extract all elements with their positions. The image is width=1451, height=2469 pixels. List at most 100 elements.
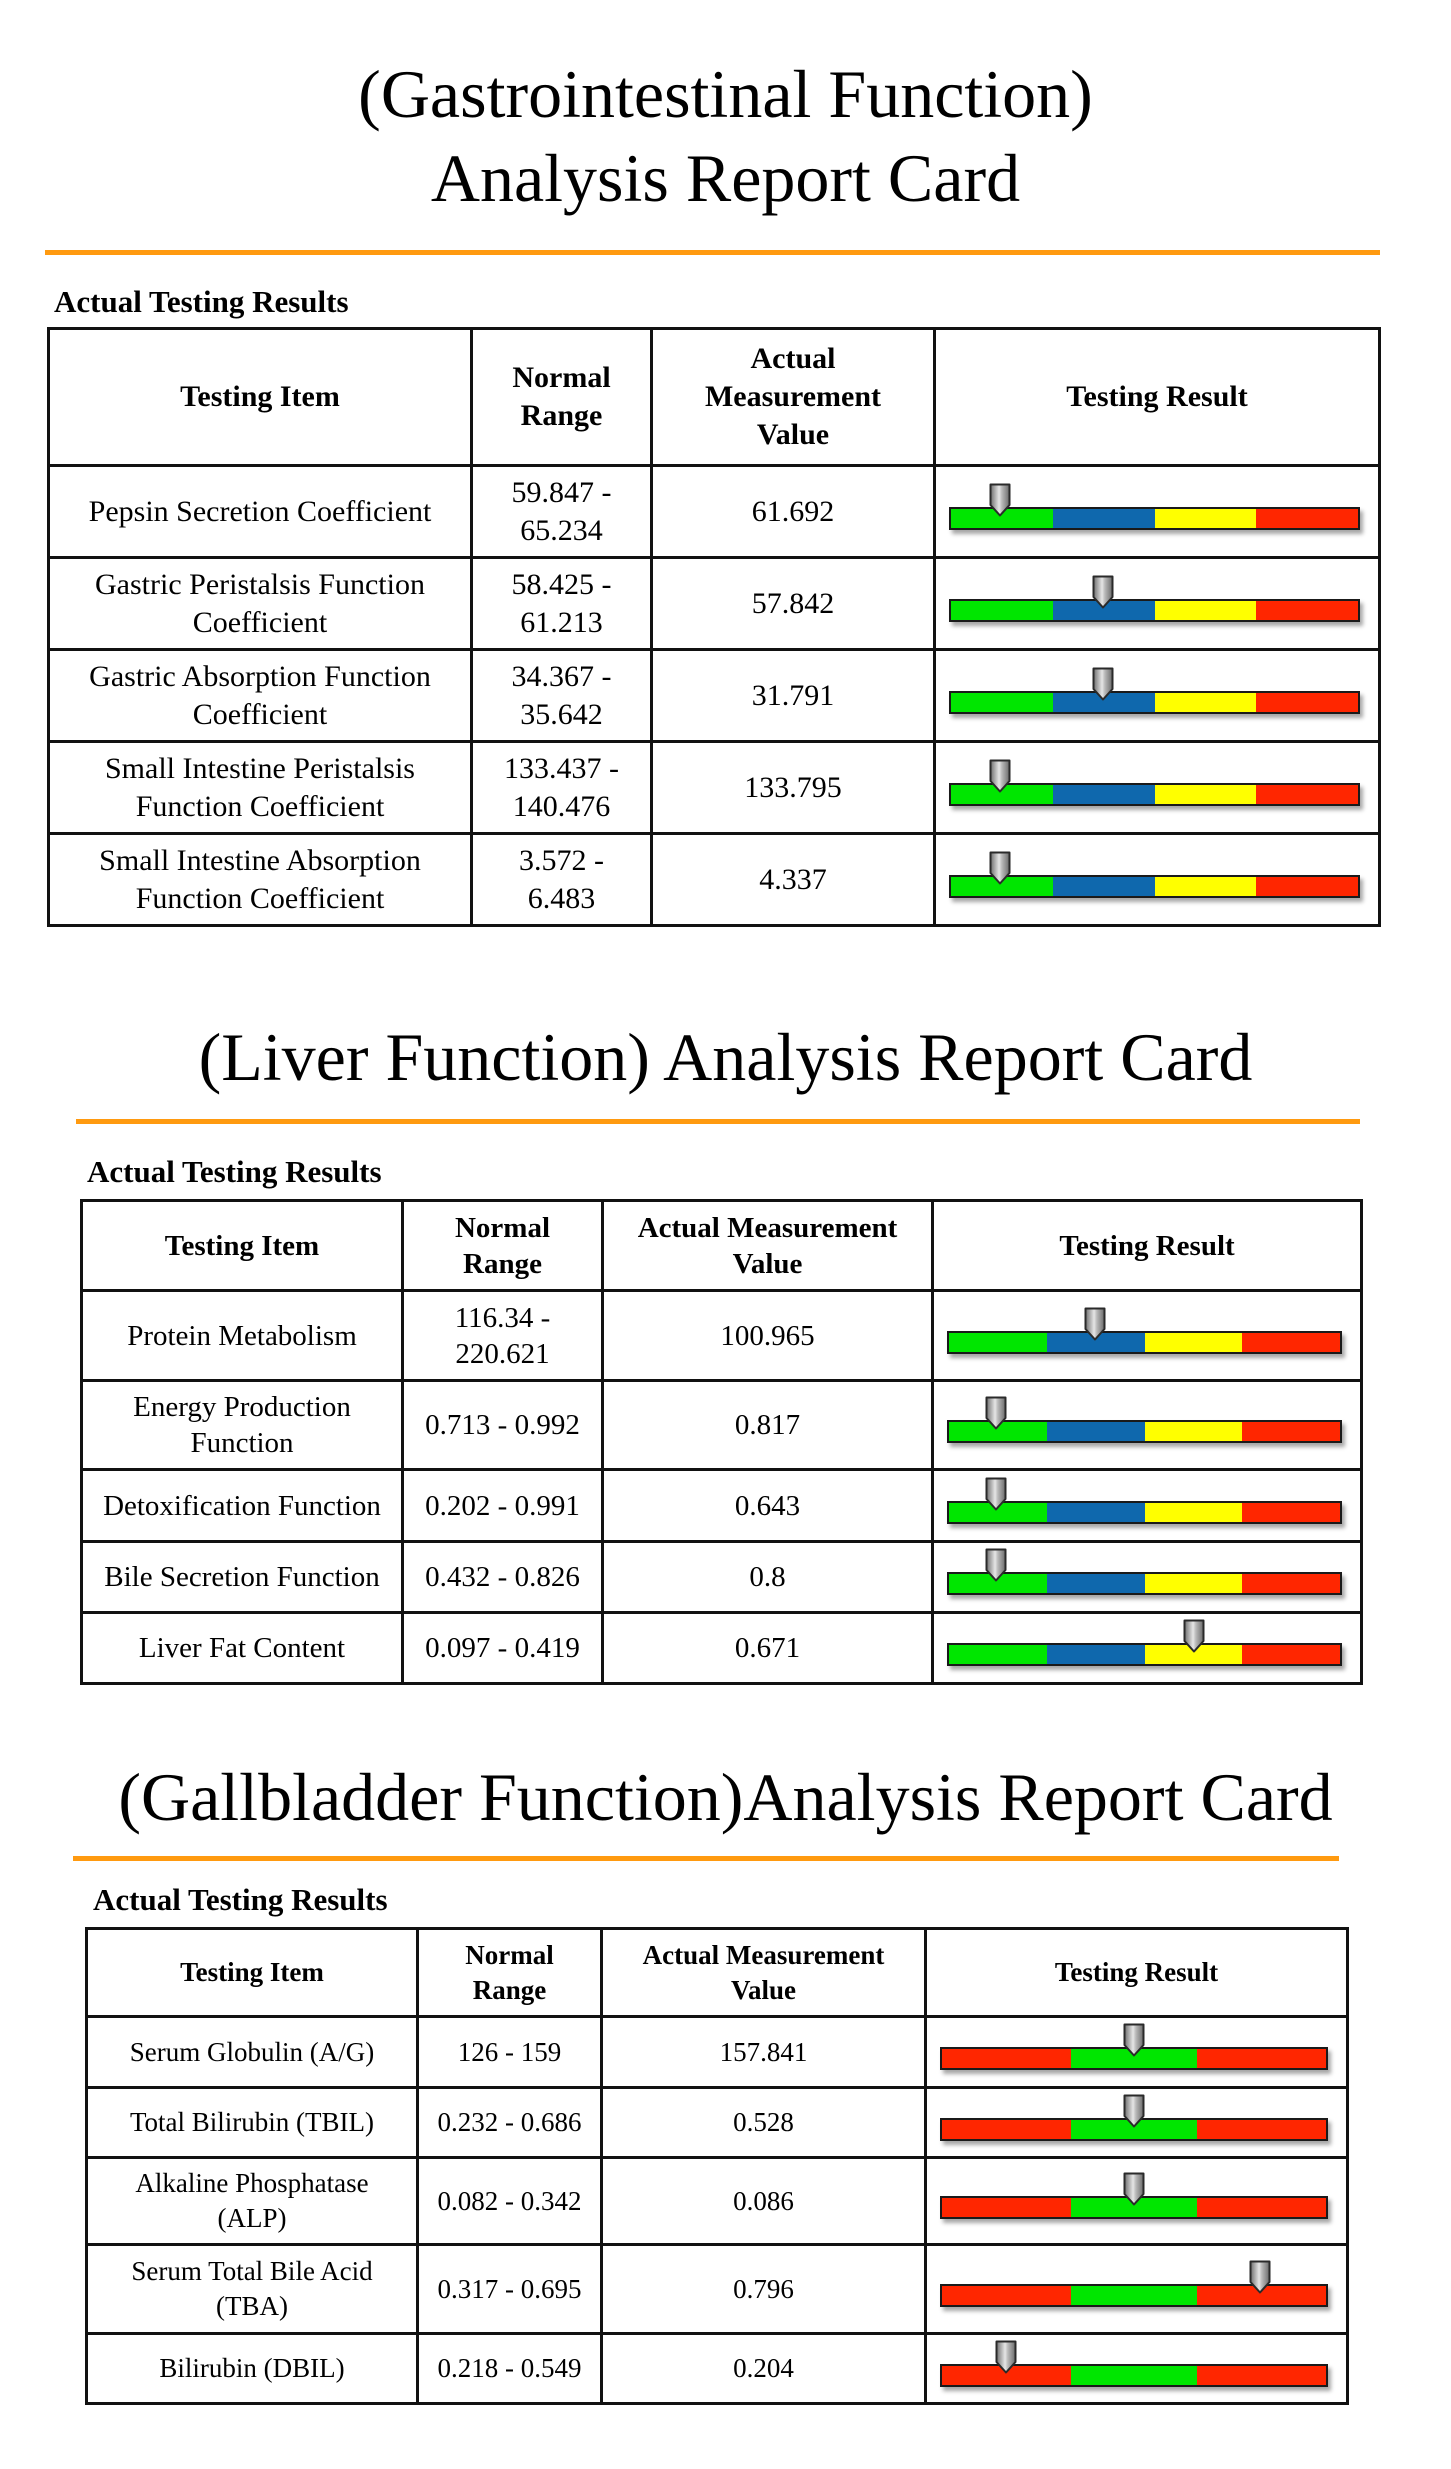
gauge-segment [942,2365,1071,2385]
gallbladder-results-table: Testing Item Normal Range Actual Measure… [85,1927,1349,2405]
testing-item-cell: Serum Total Bile Acid (TBA) [85,2243,419,2335]
gauge-segment [1144,1573,1243,1593]
gauge-segment [942,2119,1071,2139]
header-normal-range: Normal Range [401,1199,604,1292]
result-gauge-bar [949,598,1360,622]
header-normal-range-line: Normal [454,1211,551,1244]
testing-item-cell: Protein Metabolism [80,1288,404,1383]
liver-subheading: Actual Testing Results [87,1154,382,1189]
header-testing-result: Testing Result [931,1199,1363,1292]
gauge-pointer-icon [985,1477,1007,1511]
normal-range-cell-line: 220.621 [455,1337,550,1370]
gauge-segment [1197,2119,1326,2139]
testing-item-cell-line: Coefficient [192,605,328,639]
normal-range-cell: 34.367 - 35.642 [470,648,653,743]
gastro-title-line-1: (Gastrointestinal Function) [358,56,1093,132]
table-row: Total Bilirubin (TBIL) 0.232 - 0.686 0.528 [85,2086,1349,2159]
header-actual-value: Actual Measurement Value [600,1927,927,2018]
table-row: Serum Total Bile Acid (TBA) 0.317 - 0.695 0… [85,2243,1349,2335]
header-actual-value-line: Measurement [704,380,882,413]
testing-item-cell: Detoxification Function [80,1468,404,1543]
normal-range-cell-line: 59.847 - [511,475,612,509]
gauge-segment [951,600,1053,620]
measurement-value-cell: 133.795 [650,740,936,835]
normal-range-cell: 0.097 - 0.419 [401,1610,604,1686]
measurement-value-cell: 0.204 [600,2332,927,2405]
gauge-segment [1070,2119,1198,2139]
normal-range-cell: 0.317 - 0.695 [416,2243,603,2335]
table-row: Bilirubin (DBIL) 0.218 - 0.549 0.204 [85,2332,1349,2405]
testing-result-cell [933,556,1381,651]
header-actual-value-line: Value [756,418,830,451]
normal-range-cell-line: 0.082 - 0.342 [437,2185,582,2216]
normal-range-cell: 0.202 - 0.991 [401,1468,604,1543]
testing-item-cell-line: Function Coefficient [135,881,385,915]
gauge-segment [1144,1644,1243,1664]
gauge-segment [949,1332,1047,1352]
gauge-segment [1070,2198,1198,2217]
testing-result-cell [931,1539,1363,1614]
measurement-value-cell: 0.643 [601,1468,934,1543]
normal-range-cell-line: 65.234 [520,513,603,547]
normal-range-cell-line: 6.483 [527,881,596,915]
testing-item-cell-line: Small Intestine Absorption [99,843,421,877]
header-normal-range-line: Normal [512,361,611,394]
gauge-segment [1154,876,1257,896]
testing-item-cell: Small Intestine Absorption Function Coeff… [47,832,473,927]
result-gauge-bar [949,782,1360,806]
testing-item-cell-line: Pepsin Secretion Coefficient [88,494,432,528]
gauge-segment [949,1644,1047,1664]
header-normal-range: Normal Range [416,1927,603,2018]
normal-range-cell-line: 133.437 - [504,751,619,785]
gauge-segment [1052,692,1155,712]
gauge-pointer-icon [985,1548,1007,1582]
result-gauge-bar [949,874,1360,898]
normal-range-cell-line: 0.432 - 0.826 [425,1560,580,1593]
gauge-pointer-icon [1123,2172,1145,2206]
testing-item-cell: Gastric Absorption Function Coefficient [47,648,473,743]
gauge-pointer-icon [1249,2260,1271,2294]
testing-item-cell-line: Bilirubin (DBIL) [159,2353,345,2383]
result-gauge-bar [947,1420,1342,1444]
measurement-value-cell: 0.817 [601,1379,934,1472]
gallbladder-title: (Gallbladder Function)Analysis Report Ca… [118,1759,1333,1835]
testing-item-cell-line: Function [190,1427,294,1460]
testing-result-cell [931,1379,1363,1472]
normal-range-cell-line: 61.213 [520,605,603,639]
gauge-segment [949,1422,1047,1442]
header-testing-item: Testing Item [47,327,473,467]
header-testing-result: Testing Result [933,327,1381,467]
testing-item-cell-line: (TBA) [216,2291,288,2321]
header-actual-value: Actual Measurement Value [601,1199,934,1292]
header-testing-item: Testing Item [85,1927,419,2018]
gauge-segment [1046,1573,1145,1593]
gauge-pointer-icon [989,851,1011,885]
testing-item-cell-line: Total Bilirubin (TBIL) [129,2107,375,2137]
gauge-segment [1256,876,1358,896]
table-row: Detoxification Function 0.202 - 0.991 0.64… [80,1468,1363,1543]
gauge-segment [1052,876,1155,896]
normal-range-cell-line: 0.218 - 0.549 [437,2353,582,2383]
gauge-segment [1046,1332,1145,1352]
gauge-segment [1256,784,1358,804]
testing-result-cell [924,2243,1349,2335]
gauge-segment [1242,1332,1340,1352]
testing-item-cell-line: Liver Fat Content [138,1631,346,1664]
normal-range-cell: 0.713 - 0.992 [401,1379,604,1472]
testing-item-cell: Gastric Peristalsis Function Coefficient [47,556,473,651]
table-header-row: Testing Item Normal Range Actual Measure… [80,1199,1363,1292]
testing-item-cell: Liver Fat Content [80,1610,404,1686]
normal-range-cell-line: 0.713 - 0.992 [425,1409,580,1442]
gauge-segment [1256,508,1358,528]
gauge-segment [951,876,1053,896]
gauge-segment [1197,2198,1326,2217]
normal-range-cell-line: 58.425 - [511,567,612,601]
normal-range-cell-line: 0.232 - 0.686 [437,2107,582,2137]
result-gauge-bar [947,1330,1342,1354]
gauge-segment [1242,1644,1340,1664]
testing-result-cell [933,648,1381,743]
table-row: Gastric Peristalsis Function Coefficient 5… [47,556,1381,651]
table-header-row: Testing Item Normal Range Actual Measure… [47,327,1381,467]
gauge-segment [1154,692,1257,712]
header-actual-value-line: Value [730,1974,797,2005]
